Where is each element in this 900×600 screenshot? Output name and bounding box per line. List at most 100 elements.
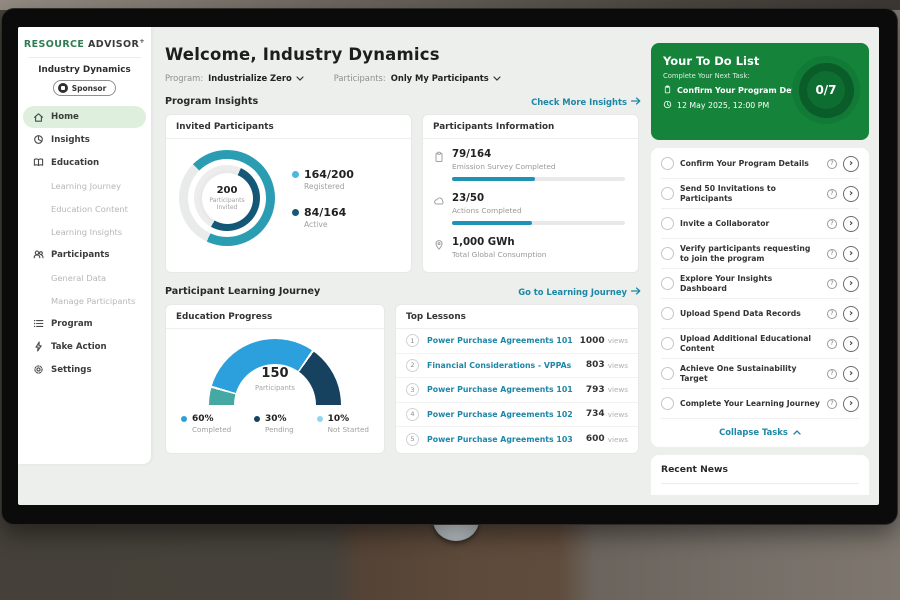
todo-item-label: Send 50 Invitations to Participants (680, 183, 776, 203)
sidebar-item-general-data[interactable]: General Data (18, 266, 151, 289)
main-content: Welcome, Industry Dynamics Program: Indu… (165, 27, 641, 454)
lesson-link[interactable]: Power Purchase Agreements 102 (427, 409, 573, 419)
legend-value: 164/200 (304, 167, 354, 181)
chevron-right-button[interactable]: › (843, 185, 859, 202)
link-label: Check More Insights (531, 96, 627, 107)
sidebar-item-learning-journey[interactable]: Learning Journey (18, 174, 151, 197)
stat-value: 23/50 (452, 193, 485, 204)
check-more-insights-link[interactable]: Check More Insights (531, 97, 641, 107)
todo-progress-value: 0/7 (807, 71, 845, 109)
clock-icon (663, 100, 672, 111)
lesson-row[interactable]: 1 Power Purchase Agreements 101 1000 vie… (396, 329, 638, 354)
stat-label: Actions Completed (452, 206, 522, 215)
todo-summary-card: Your To Do List Complete Your Next Task:… (651, 43, 869, 140)
stat-row: 23/50 Actions Completed (433, 193, 625, 225)
todo-checkbox[interactable] (661, 337, 674, 350)
lesson-link[interactable]: Power Purchase Agreements 101 (427, 385, 573, 395)
info-icon[interactable]: ? (827, 398, 837, 409)
sidebar-item-manage-participants[interactable]: Manage Participants (18, 289, 151, 312)
legend-item: 164/200 Registered (292, 168, 354, 191)
donut-legend: 164/200 Registered 84/164 Active (292, 168, 354, 229)
lesson-link[interactable]: Financial Considerations - VPPAs (427, 360, 572, 370)
chevron-right-button[interactable]: › (843, 245, 859, 262)
lesson-link[interactable]: Power Purchase Agreements 101 (427, 336, 573, 346)
todo-item: Upload Additional Educational Content ? … (661, 329, 859, 359)
progress-bar (452, 177, 625, 181)
sidebar-item-education[interactable]: Education (18, 151, 151, 174)
todo-checkbox[interactable] (661, 397, 674, 410)
chevron-right-button[interactable]: › (843, 275, 859, 292)
participants-dropdown[interactable]: Participants: Only My Participants (334, 73, 501, 83)
info-icon[interactable]: ? (827, 218, 837, 229)
info-icon[interactable]: ? (827, 248, 837, 259)
info-icon[interactable]: ? (827, 308, 837, 319)
lesson-views: 793 (585, 384, 605, 395)
monitor-bezel: RESOURCE ADVISOR+ Industry Dynamics Spon… (2, 9, 897, 524)
info-icon[interactable]: ? (827, 338, 837, 349)
sidebar-item-education-content[interactable]: Education Content (18, 197, 151, 220)
sidebar-item-home[interactable]: Home (23, 106, 146, 129)
chevron-right-button[interactable]: › (843, 215, 859, 232)
sidebar-item-take-action[interactable]: Take Action (18, 335, 151, 358)
todo-checkbox[interactable] (661, 247, 674, 260)
gauge-center-value: 150 (261, 366, 289, 381)
views-label: views (607, 385, 628, 395)
chevron-right-button[interactable]: › (843, 305, 859, 322)
lesson-row[interactable]: 4 Power Purchase Agreements 102 734 view… (396, 403, 638, 427)
todo-checkbox[interactable] (661, 187, 674, 200)
donut-inner-ring: 200 Participants Invited (194, 165, 260, 231)
sidebar-item-settings[interactable]: Settings (18, 358, 151, 381)
card-title: Top Lessons (396, 305, 638, 329)
todo-item: Achieve One Sustainability Target ? › (661, 359, 859, 389)
filter-bar: Program: Industrialize Zero Participants… (165, 73, 641, 83)
todo-subtitle: Complete Your Next Task: (663, 72, 750, 80)
donut-center-label: Participants Invited (209, 196, 245, 212)
lesson-rank: 2 (406, 358, 419, 372)
chevron-right-button[interactable]: › (843, 155, 859, 172)
info-icon[interactable]: ? (827, 278, 837, 289)
stat-value: 79/164 (452, 149, 492, 160)
todo-item: Explore Your Insights Dashboard ? › (661, 269, 859, 299)
top-lessons-card: Top Lessons 1 Power Purchase Agreements … (395, 304, 639, 454)
brand-secondary: ADVISOR (88, 39, 140, 51)
info-icon[interactable]: ? (827, 368, 837, 379)
lesson-rank: 5 (406, 432, 419, 446)
program-dropdown[interactable]: Program: Industrialize Zero (165, 73, 304, 83)
chevron-right-button[interactable]: › (843, 335, 859, 352)
lesson-link[interactable]: Power Purchase Agreements 103 (427, 434, 573, 444)
lesson-row[interactable]: 5 Power Purchase Agreements 103 600 view… (396, 427, 638, 452)
divider (28, 57, 141, 59)
legend-item: 84/164 Active (292, 206, 354, 229)
sidebar-item-learning-insights[interactable]: Learning Insights (18, 220, 151, 243)
todo-checkbox[interactable] (661, 217, 674, 230)
todo-checkbox[interactable] (661, 277, 674, 290)
lesson-row[interactable]: 3 Power Purchase Agreements 101 793 view… (396, 378, 638, 403)
todo-checkbox[interactable] (661, 157, 674, 170)
legend-label: Pending (265, 425, 294, 434)
chevron-right-button[interactable]: › (843, 365, 859, 382)
sidebar-item-label: Home (51, 112, 79, 123)
book-icon (32, 157, 44, 169)
gauge-legend: 60% Completed 30% Pending (166, 414, 384, 434)
lesson-row[interactable]: 2 Financial Considerations - VPPAs 803 v… (396, 354, 638, 378)
program-label: Program: (165, 73, 204, 83)
sidebar-item-program[interactable]: Program (18, 312, 151, 335)
sidebar-item-label: Manage Participants (51, 295, 136, 306)
todo-checkbox[interactable] (661, 307, 674, 320)
info-icon[interactable]: ? (827, 158, 837, 169)
sidebar-item-label: General Data (51, 272, 107, 283)
card-title: Participants Information (423, 115, 638, 139)
lesson-views: 600 (585, 434, 605, 445)
lesson-rank: 4 (406, 407, 419, 421)
section-title: Program Insights (165, 96, 259, 107)
legend-item: 10% Not Started (316, 414, 369, 434)
info-icon[interactable]: ? (827, 188, 837, 199)
sidebar-item-insights[interactable]: Insights (18, 128, 151, 151)
go-to-learning-journey-link[interactable]: Go to Learning Journey (518, 287, 641, 297)
collapse-tasks-link[interactable]: Collapse Tasks (661, 419, 859, 446)
sidebar-item-label: Insights (51, 134, 90, 145)
chevron-right-button[interactable]: › (843, 395, 859, 412)
todo-checkbox[interactable] (661, 367, 674, 380)
todo-next-task: Confirm Your Program Details (677, 86, 812, 95)
sidebar-item-participants[interactable]: Participants (18, 243, 151, 266)
